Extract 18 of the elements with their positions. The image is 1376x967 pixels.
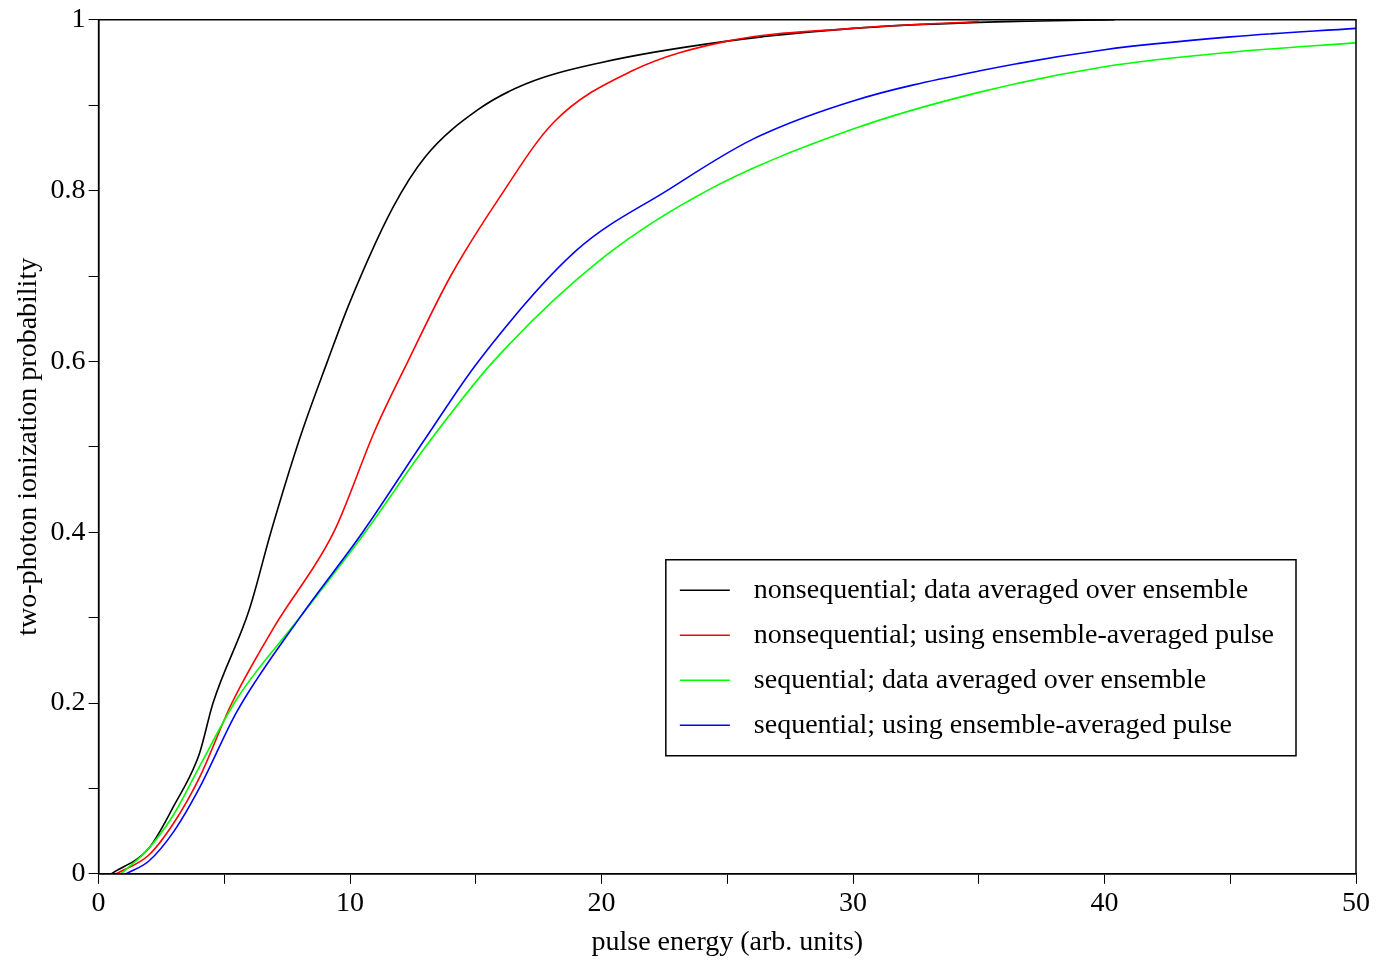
x-tick-label: 30 [839,885,868,917]
y-tick-label: 1 [71,2,86,34]
legend-label: nonsequential; using ensemble-averaged pulse [753,617,1275,649]
y-tick-label: 0.4 [50,514,86,546]
legend-label: sequential; data averaged over ensemble [753,662,1207,694]
x-tick-label: 0 [91,885,106,917]
y-axis-title: two-photon ionization probability [11,257,43,636]
x-tick-label: 20 [587,885,616,917]
x-tick-label: 40 [1090,885,1119,917]
y-tick-label: 0.8 [50,172,86,204]
y-tick-label: 0.6 [50,343,86,375]
x-tick-label: 10 [336,885,365,917]
x-axis-title: pulse energy (arb. units) [591,924,864,956]
legend-label: nonsequential; data averaged over ensemble [753,572,1249,604]
x-tick-label: 50 [1342,885,1370,917]
y-tick-label: 0.2 [50,685,86,717]
y-tick-label: 0 [71,856,86,888]
legend-label: sequential; using ensemble-averaged pulse [753,707,1233,739]
